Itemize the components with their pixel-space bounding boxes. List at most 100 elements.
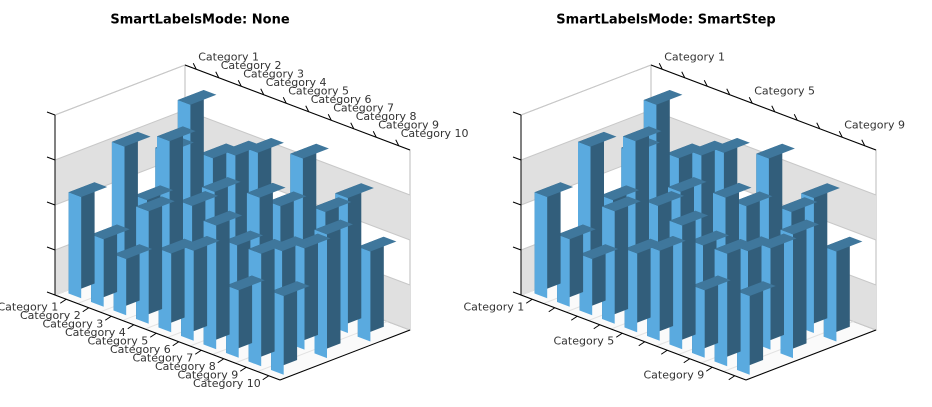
bar-top	[645, 191, 684, 206]
bar-top	[290, 143, 329, 159]
bar-top	[735, 236, 774, 252]
x-tick	[658, 63, 663, 70]
bar-top	[314, 219, 353, 235]
chart-title: SmartLabelsMode: SmartStep	[556, 13, 775, 28]
bar	[158, 238, 198, 333]
bar-top	[136, 196, 175, 212]
chart-title: SmartLabelsMode: None	[110, 13, 289, 28]
y-tick	[512, 111, 522, 116]
x-tick	[548, 307, 556, 313]
bar-top	[245, 138, 284, 153]
x-tick	[838, 131, 843, 138]
top-tick-label: Category 5	[754, 84, 815, 97]
bar-top	[624, 238, 664, 254]
x-tick	[149, 332, 157, 338]
bar-top	[823, 236, 863, 252]
bar-top	[335, 183, 374, 198]
x-tick	[728, 375, 736, 381]
bar-top	[600, 185, 639, 201]
x-tick	[638, 341, 646, 347]
x-tick	[82, 307, 90, 313]
y-tick	[46, 246, 56, 251]
bar	[737, 281, 776, 375]
x-tick	[192, 63, 197, 70]
y-tick	[512, 156, 522, 161]
bar	[68, 182, 108, 299]
x-tick	[350, 122, 355, 129]
x-tick	[726, 88, 731, 95]
bar-top	[91, 224, 130, 240]
axis-line	[54, 294, 281, 381]
x-tick-label: Category 10	[193, 377, 261, 390]
y-tick	[46, 291, 56, 296]
bar-top	[643, 90, 683, 105]
bar-front	[534, 192, 548, 299]
bar-top	[647, 236, 686, 251]
x-tick-label: Category 9	[178, 368, 239, 381]
x-tick	[703, 80, 708, 87]
x-tick-label: Category 7	[133, 351, 194, 364]
bar-top	[688, 140, 728, 156]
bar-top	[177, 90, 217, 105]
y-tick	[512, 291, 522, 296]
axis-line	[745, 329, 877, 381]
bar-top	[780, 219, 819, 235]
bar-top	[134, 185, 174, 201]
bar-top	[711, 138, 750, 153]
bar-top	[248, 239, 288, 254]
x-tick	[127, 324, 135, 330]
x-tick	[260, 88, 265, 95]
x-tick	[615, 332, 623, 338]
y-tick	[46, 201, 56, 206]
x-tick	[748, 97, 753, 104]
x-tick	[262, 375, 270, 381]
top-tick-label: Category 5	[288, 84, 349, 97]
x-tick	[660, 349, 668, 355]
top-tick-label: Category 9	[378, 118, 439, 131]
x-tick	[172, 341, 180, 347]
top-tick-label: Category 9	[844, 118, 905, 131]
bar-top	[666, 143, 705, 159]
x-tick	[59, 298, 67, 304]
bar-top	[179, 191, 219, 206]
top-tick-label: Category 6	[311, 93, 372, 106]
x-tick-label: Category 6	[110, 343, 171, 356]
bar-top	[157, 126, 196, 142]
bar-top	[778, 197, 818, 212]
y-tick	[512, 246, 522, 251]
x-tick	[570, 315, 578, 321]
x-tick	[282, 97, 287, 104]
bar	[226, 275, 265, 358]
axis-line	[279, 329, 411, 381]
x-tick	[771, 105, 776, 112]
bar-front	[68, 192, 82, 299]
x-tick-label: Category 1	[0, 300, 58, 313]
x-tick	[305, 105, 310, 112]
x-tick	[525, 298, 533, 304]
x-tick	[861, 139, 866, 146]
bar	[271, 281, 310, 375]
x-tick-label: Category 9	[644, 368, 705, 381]
bar-top	[224, 230, 264, 246]
x-tick	[237, 80, 242, 87]
x-tick	[816, 122, 821, 129]
x-tick	[217, 358, 225, 364]
y-tick	[46, 111, 56, 116]
bar-top	[267, 191, 307, 207]
x-tick-label: Category 8	[155, 360, 216, 373]
bar-top	[714, 239, 754, 254]
bar-top	[203, 210, 243, 226]
bar-top	[291, 233, 331, 249]
x-tick	[705, 366, 713, 372]
bar	[534, 182, 574, 299]
top-tick-label: Category 8	[356, 110, 417, 123]
x-tick	[194, 349, 202, 355]
x-tick	[683, 358, 691, 364]
bar-top	[557, 224, 596, 240]
x-tick-label: Category 5	[88, 334, 149, 347]
bar	[113, 244, 153, 316]
axis-line	[520, 294, 747, 381]
top-tick-label: Category 1	[664, 50, 725, 63]
bar-top	[113, 244, 153, 259]
